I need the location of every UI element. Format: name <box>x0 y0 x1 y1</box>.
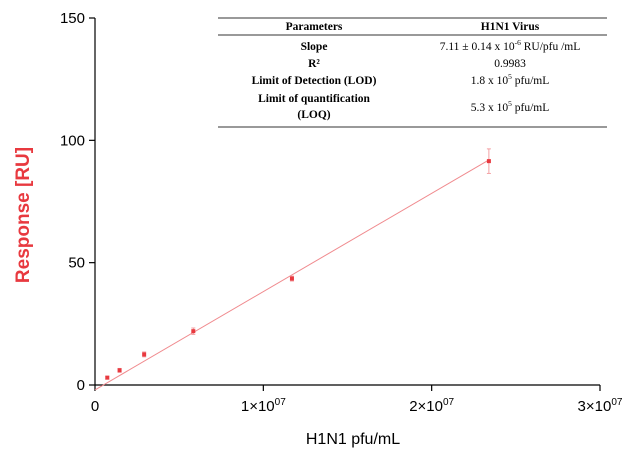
x-tick-label: 0 <box>91 398 99 415</box>
y-tick-label: 100 <box>60 132 85 149</box>
data-point <box>105 375 110 380</box>
slope-base: 7.11 ± 0.14 x 10 <box>440 41 515 53</box>
slope-unit: RU/pfu /mL <box>521 41 580 53</box>
slope-exp: -6 <box>515 38 521 47</box>
row-slope-param: Slope <box>301 41 328 53</box>
y-tick-label: 0 <box>77 377 85 394</box>
x-tick-label-exponent: 07 <box>443 397 455 408</box>
row-loq-param-line1: Limit of quantification <box>258 93 370 105</box>
loq-unit: pfu/mL <box>512 102 549 114</box>
parameters-table: Parameters H1N1 Virus Slope 7.11 ± 0.14 … <box>218 17 607 128</box>
data-points-group <box>105 148 491 380</box>
x-tick-label-base: 2×10 <box>409 398 443 415</box>
x-tick-label-exponent: 07 <box>611 397 623 408</box>
row-lod-param: Limit of Detection (LOD) <box>252 75 377 87</box>
fit-line-group <box>94 159 490 391</box>
row-slope-value: 7.11 ± 0.14 x 10-6 RU/pfu /mL <box>440 38 581 53</box>
x-tick-label: 2×1007 <box>409 397 454 415</box>
x-tick-label-base: 0 <box>91 398 99 415</box>
lod-unit: pfu/mL <box>512 75 549 87</box>
x-tick-label-base: 3×10 <box>578 398 612 415</box>
row-loq-param-line2: (LOQ) <box>297 109 330 121</box>
row-r2-param: R² <box>308 58 320 70</box>
table-header-parameters: Parameters <box>286 21 343 33</box>
data-point <box>117 368 122 373</box>
x-tick-label: 3×1007 <box>578 397 623 415</box>
y-tick-label: 50 <box>68 255 85 272</box>
x-axis-title: H1N1 pfu/mL <box>306 431 400 448</box>
lod-base: 1.8 x 10 <box>471 75 509 87</box>
table-header-virus: H1N1 Virus <box>481 21 540 33</box>
row-lod-value: 1.8 x 105 pfu/mL <box>471 72 550 87</box>
row-r2-value: 0.9983 <box>494 58 526 70</box>
x-tick-label: 1×1007 <box>241 397 286 415</box>
data-point <box>486 159 491 164</box>
data-point <box>289 276 294 281</box>
data-point <box>191 329 196 334</box>
y-axis-title: Response [RU] <box>13 147 34 283</box>
fit-line <box>94 159 490 391</box>
x-tick-label-base: 1×10 <box>241 398 275 415</box>
loq-exp: 5 <box>508 99 512 108</box>
data-point <box>142 352 147 357</box>
loq-base: 5.3 x 10 <box>471 102 509 114</box>
y-tick-label: 150 <box>60 10 85 27</box>
lod-exp: 5 <box>508 72 512 81</box>
x-tick-label-exponent: 07 <box>275 397 287 408</box>
row-loq-value: 5.3 x 105 pfu/mL <box>471 99 550 114</box>
